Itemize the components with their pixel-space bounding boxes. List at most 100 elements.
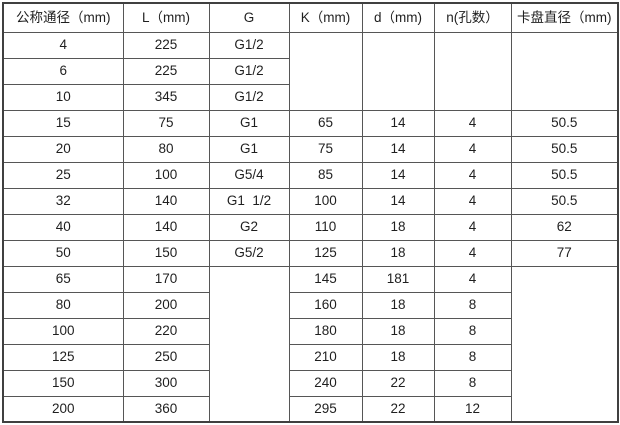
cell-n: 4 bbox=[433, 135, 512, 163]
header-chuck-diameter: 卡盘直径（mm) bbox=[510, 2, 619, 33]
table-row-dn40: 40 140 G2 110 18 4 62 bbox=[2, 213, 619, 241]
cell-g: G1/2 bbox=[208, 31, 290, 59]
cell-n: 4 bbox=[433, 187, 512, 215]
table-row-dn125: 125 250 210 18 8 bbox=[2, 343, 618, 371]
cell-n: 4 bbox=[433, 239, 512, 267]
cell-g: G1/2 bbox=[208, 83, 290, 111]
cell-chuck: 62 bbox=[510, 213, 619, 241]
cell-dn: 200 bbox=[2, 395, 124, 423]
table-row-dn32: 32 140 G1 1/2 100 14 4 50.5 bbox=[2, 187, 619, 215]
cell-dn: 65 bbox=[2, 265, 124, 293]
table-row-dn150: 150 300 240 22 8 bbox=[2, 369, 618, 397]
cell-k: 75 bbox=[288, 135, 363, 163]
cell-dn: 15 bbox=[2, 109, 124, 137]
cell-d: 181 bbox=[361, 265, 435, 293]
cell-chuck: 77 bbox=[510, 239, 619, 267]
cell-k: 210 bbox=[288, 343, 363, 371]
cell-dn: 125 bbox=[2, 343, 124, 371]
cell-chuck: 50.5 bbox=[510, 187, 619, 215]
cell-l: 140 bbox=[122, 187, 210, 215]
cell-l: 220 bbox=[122, 317, 210, 345]
cell-l: 360 bbox=[122, 395, 210, 423]
cell-l: 75 bbox=[122, 109, 210, 137]
cell-g: G1 bbox=[208, 109, 290, 137]
cell-g: G1/2 bbox=[208, 57, 290, 85]
header-k: K（mm) bbox=[288, 2, 363, 33]
cell-l: 200 bbox=[122, 291, 210, 319]
cell-d: 22 bbox=[361, 395, 435, 423]
cell-g: G1 1/2 bbox=[208, 187, 290, 215]
table-row-dn25: 25 100 G5/4 85 14 4 50.5 bbox=[2, 161, 619, 189]
cell-n: 4 bbox=[433, 161, 512, 189]
cell-k: 295 bbox=[288, 395, 363, 423]
cell-n: 12 bbox=[433, 395, 512, 423]
cell-dn: 50 bbox=[2, 239, 124, 267]
cell-chuck-merged-empty bbox=[510, 31, 619, 111]
table-row-dn6: 6 225 G1/2 bbox=[2, 57, 618, 85]
cell-n: 8 bbox=[433, 317, 512, 345]
cell-d: 18 bbox=[361, 291, 435, 319]
table-row-dn20: 20 80 G1 75 14 4 50.5 bbox=[2, 135, 619, 163]
table-row-dn15: 15 75 G1 65 14 4 50.5 bbox=[2, 109, 619, 137]
cell-g: G5/4 bbox=[208, 161, 290, 189]
cell-k-merged-empty bbox=[288, 31, 363, 111]
cell-g: G2 bbox=[208, 213, 290, 241]
header-row: 公称通径（mm) L（mm) G K（mm) d（mm) n(孔数） 卡盘直径（… bbox=[2, 2, 619, 33]
header-d: d（mm) bbox=[361, 2, 435, 33]
cell-d: 14 bbox=[361, 135, 435, 163]
cell-k: 160 bbox=[288, 291, 363, 319]
cell-dn: 25 bbox=[2, 161, 124, 189]
cell-n-merged-empty bbox=[433, 31, 512, 111]
table-row-dn4: 4 225 G1/2 bbox=[2, 31, 619, 111]
cell-n: 4 bbox=[433, 213, 512, 241]
cell-k: 110 bbox=[288, 213, 363, 241]
cell-d: 18 bbox=[361, 317, 435, 345]
header-n: n(孔数） bbox=[433, 2, 512, 33]
cell-n: 4 bbox=[433, 109, 512, 137]
cell-g: G1 bbox=[208, 135, 290, 163]
cell-d: 18 bbox=[361, 343, 435, 371]
cell-k: 145 bbox=[288, 265, 363, 293]
cell-chuck-merged-empty bbox=[510, 265, 619, 423]
cell-chuck: 50.5 bbox=[510, 109, 619, 137]
cell-k: 85 bbox=[288, 161, 363, 189]
cell-d: 18 bbox=[361, 213, 435, 241]
cell-k: 100 bbox=[288, 187, 363, 215]
cell-l: 300 bbox=[122, 369, 210, 397]
cell-l: 100 bbox=[122, 161, 210, 189]
cell-l: 225 bbox=[122, 57, 210, 85]
cell-dn: 150 bbox=[2, 369, 124, 397]
table-row-dn65: 65 170 145 181 4 bbox=[2, 265, 619, 423]
header-l: L（mm) bbox=[122, 2, 210, 33]
cell-d: 14 bbox=[361, 187, 435, 215]
cell-l: 225 bbox=[122, 31, 210, 59]
cell-l: 170 bbox=[122, 265, 210, 293]
cell-dn: 100 bbox=[2, 317, 124, 345]
cell-l: 80 bbox=[122, 135, 210, 163]
cell-n: 8 bbox=[433, 343, 512, 371]
cell-n: 4 bbox=[433, 265, 512, 293]
cell-dn: 20 bbox=[2, 135, 124, 163]
cell-n: 8 bbox=[433, 291, 512, 319]
cell-n: 8 bbox=[433, 369, 512, 397]
cell-l: 150 bbox=[122, 239, 210, 267]
cell-d: 22 bbox=[361, 369, 435, 397]
cell-l: 345 bbox=[122, 83, 210, 111]
cell-chuck: 50.5 bbox=[510, 135, 619, 163]
table-row-dn50: 50 150 G5/2 125 18 4 77 bbox=[2, 239, 619, 267]
cell-k: 240 bbox=[288, 369, 363, 397]
cell-dn: 80 bbox=[2, 291, 124, 319]
table-row-dn200: 200 360 295 22 12 bbox=[2, 395, 618, 423]
cell-dn: 40 bbox=[2, 213, 124, 241]
cell-dn: 4 bbox=[2, 31, 124, 59]
cell-dn: 6 bbox=[2, 57, 124, 85]
cell-d-merged-empty bbox=[361, 31, 435, 111]
cell-g-merged-empty bbox=[208, 265, 290, 423]
cell-l: 250 bbox=[122, 343, 210, 371]
cell-d: 14 bbox=[361, 161, 435, 189]
cell-k: 125 bbox=[288, 239, 363, 267]
cell-chuck: 50.5 bbox=[510, 161, 619, 189]
cell-l: 140 bbox=[122, 213, 210, 241]
